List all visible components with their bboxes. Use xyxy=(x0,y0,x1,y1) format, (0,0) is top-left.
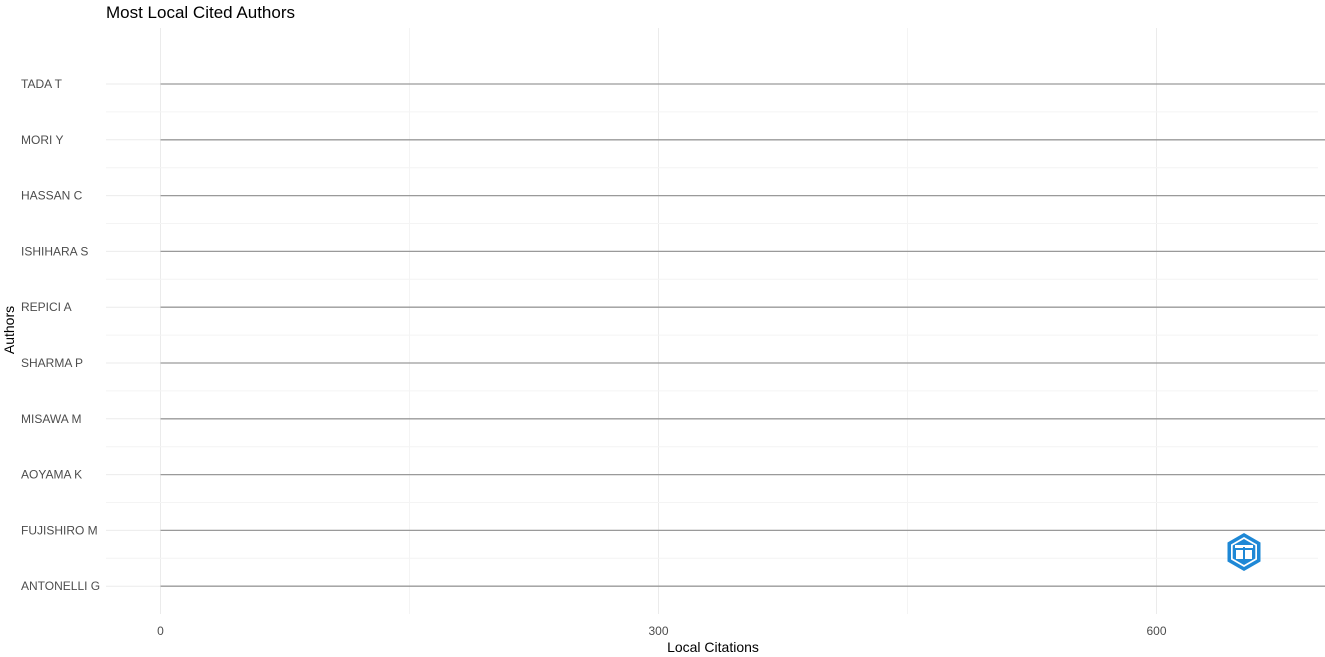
y-axis-title: Authors xyxy=(1,306,17,354)
grid xyxy=(106,28,1318,614)
x-tick-label: 300 xyxy=(648,624,668,638)
y-tick-label: ANTONELLI G xyxy=(21,579,100,593)
x-tick-labels: 0300600900 xyxy=(157,624,1167,638)
logo-spine xyxy=(1243,547,1245,560)
bibliometrix-hexagon-logo-icon xyxy=(1227,533,1261,571)
x-axis-title: Local Citations xyxy=(667,639,759,655)
y-tick-label: ISHIHARA S xyxy=(21,244,88,258)
logo-book-right xyxy=(1245,550,1252,559)
logo-bar xyxy=(1235,545,1253,548)
x-tick-label: 600 xyxy=(1146,624,1166,638)
y-tick-label: REPICI A xyxy=(21,300,72,314)
y-tick-label: AOYAMA K xyxy=(21,468,82,482)
y-tick-label: SHARMA P xyxy=(21,356,83,370)
y-tick-label: FUJISHIRO M xyxy=(21,523,98,537)
stems xyxy=(160,83,1325,587)
y-tick-label: MORI Y xyxy=(21,133,63,147)
y-tick-label: TADA T xyxy=(21,77,63,91)
category-labels: TADA T MORI Y HASSAN C ISHIHARA S REPICI A SH… xyxy=(21,77,100,593)
logo-book-left xyxy=(1236,550,1243,559)
y-tick-label: MISAWA M xyxy=(21,412,81,426)
y-tick-label: HASSAN C xyxy=(21,189,83,203)
chart-title: Most Local Cited Authors xyxy=(106,3,295,22)
x-tick-label: 0 xyxy=(157,624,164,638)
